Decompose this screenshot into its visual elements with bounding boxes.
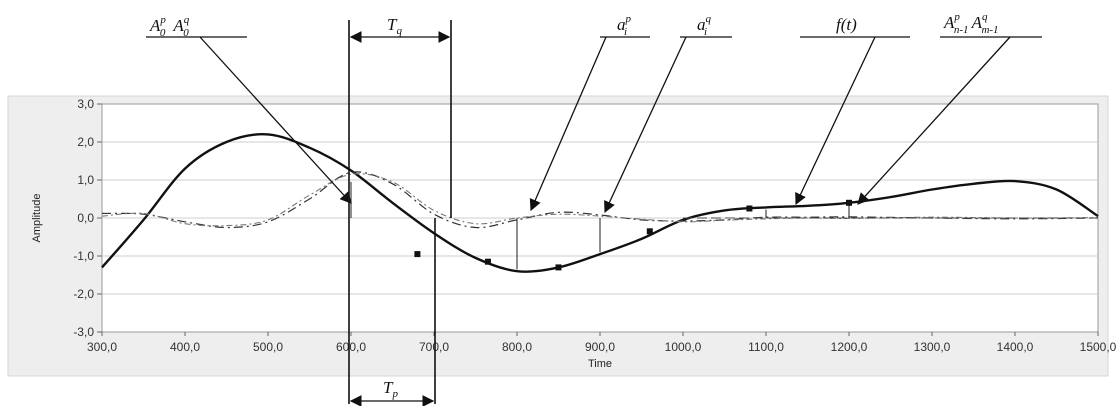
label-tq: Tq [387, 15, 402, 37]
label-ft: f(t) [836, 15, 857, 34]
label-a0: Ap 0 Aq 0 [149, 14, 190, 39]
a0-leader-arrow [199, 36, 352, 204]
sample-markers [414, 199, 852, 271]
x-tick-label: 1500,0 [1080, 340, 1117, 354]
an-leader-arrow [857, 36, 1011, 205]
sample-marker [414, 251, 421, 258]
series-line-0 [101, 133, 1099, 273]
label-aip: ap i [617, 13, 632, 38]
y-tick-labels: 3,0 2,0 1,0 0,0 -1,0 -2,0 -3,0 [73, 97, 102, 339]
x-tick-label: 1400,0 [997, 340, 1034, 354]
ft-leader-arrow [795, 36, 876, 206]
label-tp: Tp [383, 378, 398, 400]
x-tick-label: 900,0 [585, 340, 615, 354]
y-tick-label: 0,0 [77, 211, 94, 225]
label-an: Ap n-1 Aq m-1 [943, 11, 999, 36]
x-tick-label: 1300,0 [914, 340, 951, 354]
x-axis-label: Time [588, 358, 612, 370]
sample-marker [846, 199, 852, 206]
y-tick-label: 1,0 [77, 173, 94, 187]
x-tick-label: 500,0 [253, 340, 283, 354]
series-line-2 [101, 173, 1099, 227]
sample-marker [484, 258, 491, 265]
x-tick-label: 600,0 [336, 340, 366, 354]
sample-marker [555, 264, 562, 271]
y-tick-label: -3,0 [73, 325, 94, 339]
x-tick-label: 400,0 [170, 340, 200, 354]
aiq-leader-arrow [604, 36, 687, 214]
label-aiq: aq i [697, 13, 712, 38]
x-tick-label: 300,0 [87, 340, 117, 354]
x-tick-label: 700,0 [419, 340, 449, 354]
x-tick-label: 1200,0 [831, 340, 868, 354]
aip-leader-arrow [529, 36, 607, 212]
x-tick-label: 1100,0 [748, 340, 784, 354]
x-tick-label: 1000,0 [665, 340, 702, 354]
x-tick-label: 800,0 [502, 340, 532, 354]
y-tick-label: 3,0 [77, 97, 94, 111]
y-tick-label: 2,0 [77, 135, 94, 149]
y-axis-label: Amplitude [31, 194, 43, 243]
sample-marker [746, 205, 753, 212]
x-tick-labels: 300,0 400,0 500,0 600,0 700,0 800,0 900,0 1000,… [87, 332, 1117, 354]
sample-marker [646, 228, 653, 235]
y-tick-label: -2,0 [73, 287, 94, 301]
y-tick-label: -1,0 [73, 249, 94, 263]
